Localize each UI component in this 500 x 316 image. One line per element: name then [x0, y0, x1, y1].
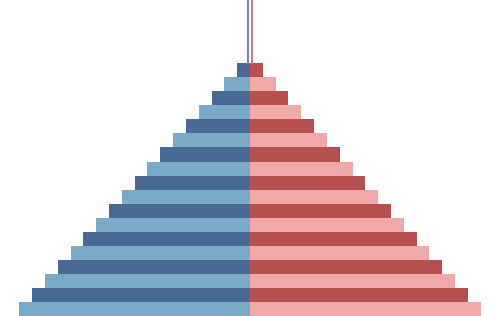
Bar — [198, 105, 250, 119]
Bar — [250, 105, 302, 119]
Bar — [148, 161, 250, 176]
Bar — [45, 274, 250, 288]
Bar — [186, 119, 250, 133]
Bar — [237, 63, 250, 77]
Bar — [250, 190, 378, 204]
Bar — [250, 288, 468, 302]
Bar — [160, 148, 250, 161]
Bar — [250, 63, 263, 77]
Bar — [224, 77, 250, 91]
Bar — [250, 133, 327, 148]
Bar — [84, 232, 250, 246]
Bar — [250, 274, 455, 288]
Bar — [250, 204, 391, 218]
Bar — [58, 260, 250, 274]
Bar — [250, 218, 404, 232]
Bar — [250, 161, 352, 176]
Bar — [96, 218, 250, 232]
Bar — [122, 190, 250, 204]
Bar — [250, 232, 416, 246]
Bar — [70, 246, 250, 260]
Bar — [250, 77, 276, 91]
Bar — [250, 119, 314, 133]
Bar — [250, 302, 481, 316]
Bar — [250, 246, 430, 260]
Bar — [212, 91, 250, 105]
Bar — [173, 133, 250, 148]
Bar — [134, 176, 250, 190]
Bar — [109, 204, 250, 218]
Bar — [250, 91, 288, 105]
Bar — [250, 176, 366, 190]
Bar — [250, 148, 340, 161]
Bar — [32, 288, 250, 302]
Bar — [250, 260, 442, 274]
Bar — [19, 302, 250, 316]
